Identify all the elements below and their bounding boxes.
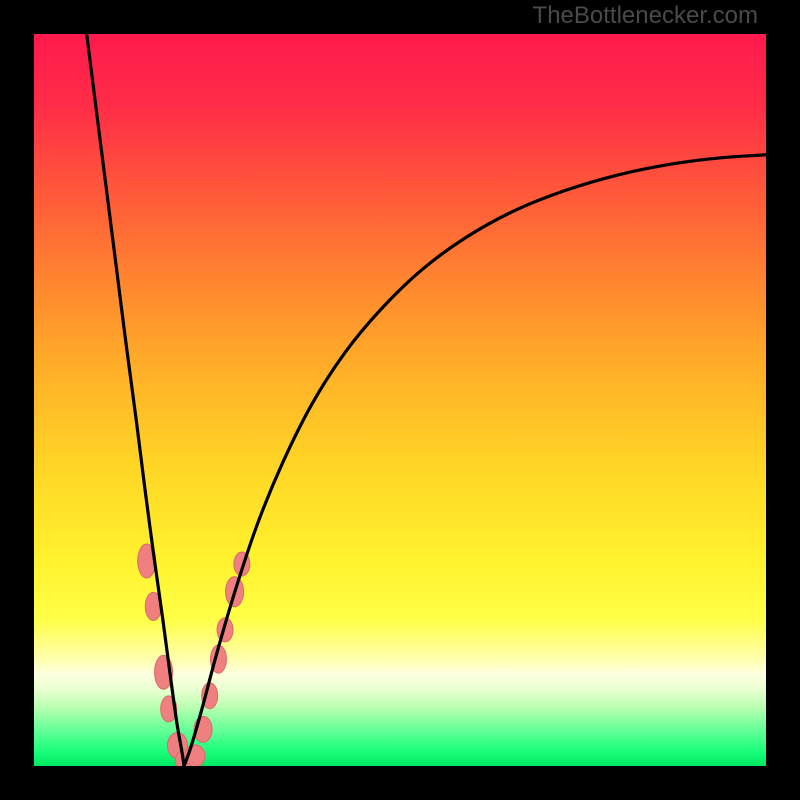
curve-left-branch (87, 34, 184, 766)
watermark-text: TheBottlenecker.com (533, 2, 758, 30)
plot-area (34, 34, 766, 766)
bottleneck-curve (34, 34, 766, 766)
frame-left (0, 0, 34, 800)
frame-right (766, 0, 800, 800)
curve-right-branch (184, 155, 766, 766)
frame-bottom (0, 766, 800, 800)
chart-stage: TheBottlenecker.com (0, 0, 800, 800)
